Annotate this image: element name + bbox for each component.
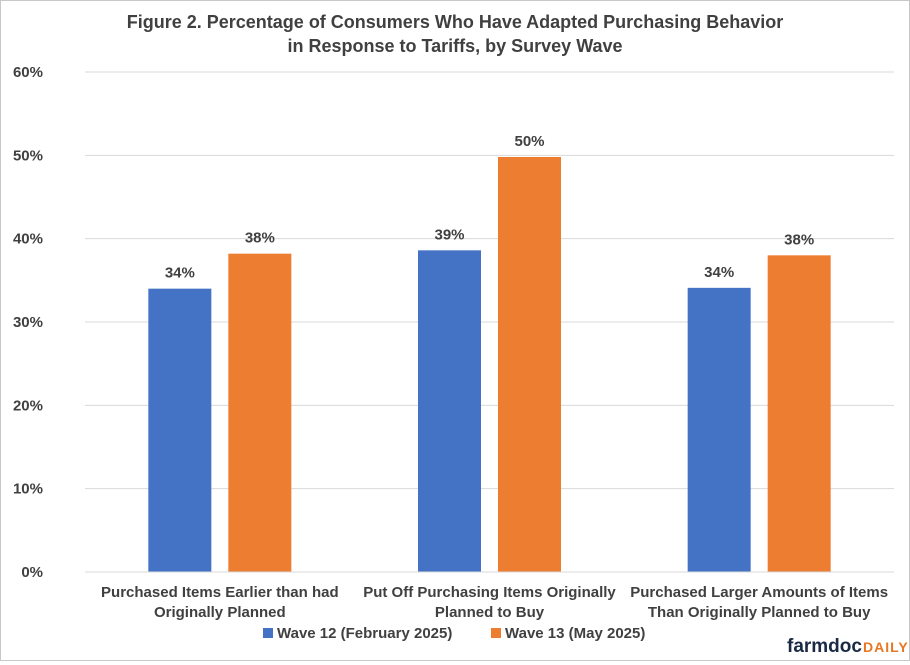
x-category-label: Originally Planned	[154, 604, 286, 621]
x-axis: Purchased Items Earlier than had Original…	[85, 571, 894, 621]
bars: 34% 38% 39% 50% 34% 38%	[148, 133, 831, 573]
gridlines	[85, 71, 894, 490]
y-tick-label: 50%	[13, 147, 43, 164]
bar	[228, 253, 292, 572]
bar	[687, 287, 751, 572]
brand-logo: farmdocDAILY	[787, 636, 909, 657]
chart-title-line-1: Figure 2. Percentage of Consumers Who Ha…	[127, 12, 783, 32]
x-category-label: Purchased Items Earlier than had	[101, 584, 339, 601]
legend: Wave 12 (February 2025) Wave 13 (May 2025…	[263, 625, 645, 642]
legend-label: Wave 13 (May 2025)	[505, 625, 645, 642]
bar	[498, 157, 561, 572]
legend-label: Wave 12 (February 2025)	[277, 625, 452, 642]
bar	[767, 255, 831, 573]
data-label: 39%	[434, 226, 464, 243]
y-tick-label: 20%	[13, 397, 43, 414]
chart-title-line-2: in Response to Tariffs, by Survey Wave	[287, 36, 622, 56]
data-label: 34%	[165, 265, 195, 282]
y-tick-label: 0%	[21, 564, 43, 581]
bar	[418, 250, 481, 573]
brand-part-1: farmdoc	[787, 636, 862, 657]
brand-part-2: DAILY	[863, 639, 909, 655]
svg-text:farmdocDAILY: farmdocDAILY	[787, 636, 909, 657]
y-tick-label: 60%	[13, 64, 43, 81]
legend-swatch	[491, 628, 501, 638]
x-category-label: Put Off Purchasing Items Originally	[363, 584, 616, 601]
x-category-label: Than Originally Planned to Buy	[648, 604, 871, 621]
data-label: 38%	[245, 230, 275, 247]
legend-swatch	[263, 628, 273, 638]
y-tick-label: 30%	[13, 314, 43, 331]
y-tick-label: 10%	[13, 481, 43, 498]
data-label: 50%	[514, 133, 544, 150]
bar	[148, 288, 212, 572]
data-label: 38%	[784, 231, 814, 248]
x-category-label: Planned to Buy	[435, 604, 545, 621]
y-axis: 0% 10% 20% 30% 40% 50% 60%	[13, 64, 43, 581]
y-tick-label: 40%	[13, 231, 43, 248]
data-label: 34%	[704, 264, 734, 281]
x-category-label: Purchased Larger Amounts of Items	[630, 584, 888, 601]
